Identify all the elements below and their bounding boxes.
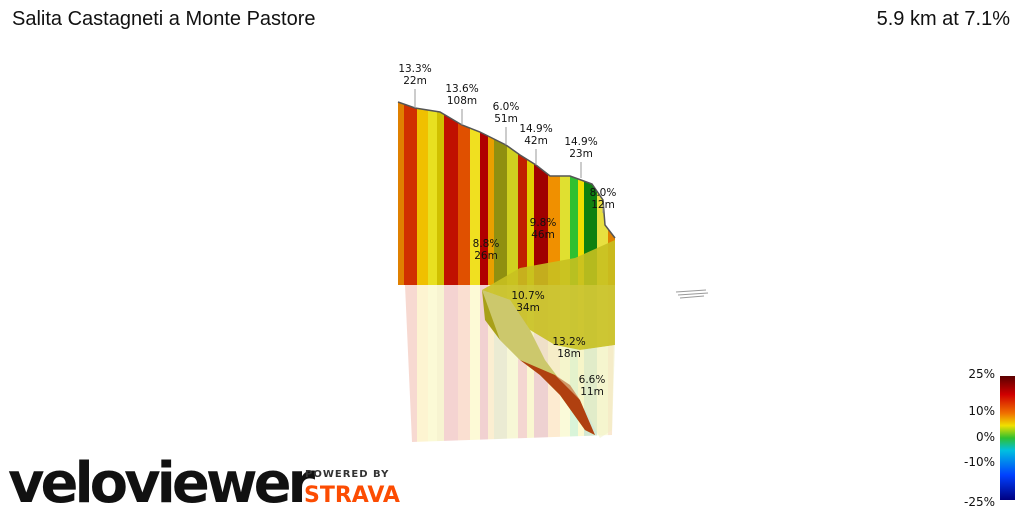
annotation-grade: 8.0%: [590, 187, 617, 199]
annotation-length: 22m: [403, 75, 427, 87]
annotation-grade: 13.2%: [552, 336, 585, 348]
stripe: [488, 102, 494, 285]
stripe: [470, 102, 480, 285]
annotation-length: 34m: [516, 302, 540, 314]
legend-tick: 25%: [968, 367, 995, 381]
stripe: [458, 285, 470, 442]
stripe: [494, 102, 507, 285]
legend-tick: 10%: [968, 404, 995, 418]
annotation-length: 46m: [531, 229, 555, 241]
stripe: [398, 285, 404, 445]
stripe: [428, 102, 437, 285]
annotation-length: 11m: [580, 386, 604, 398]
annotation-length: 108m: [447, 95, 477, 107]
stripe: [417, 102, 428, 285]
stripe: [527, 102, 534, 285]
annotation-grade: 14.9%: [519, 123, 552, 135]
stripe: [578, 102, 584, 285]
annotation-grade: 13.6%: [445, 83, 478, 95]
annotation-grade: 6.0%: [493, 101, 520, 113]
legend-tick: 0%: [976, 430, 995, 444]
stripe: [444, 285, 458, 442]
stripe: [518, 102, 527, 285]
stripe: [480, 285, 488, 442]
stripe: [437, 102, 444, 285]
annotation-length: 23m: [569, 148, 593, 160]
stripe: [437, 285, 444, 442]
annotation-length: 26m: [474, 250, 498, 262]
annotation-length: 51m: [494, 113, 518, 125]
stripe: [398, 102, 404, 285]
stripe: [488, 285, 494, 442]
stripe: [428, 285, 437, 442]
stripe: [458, 102, 470, 285]
legend-tick: -25%: [964, 495, 995, 509]
stripe: [518, 285, 527, 442]
stripe: [570, 102, 578, 285]
powered-by: POWERED BY: [305, 469, 389, 480]
stripe: [507, 285, 518, 442]
stripe: [560, 102, 570, 285]
annotation-length: 18m: [557, 348, 581, 360]
stripe: [444, 102, 458, 285]
annotation-grade: 14.9%: [564, 136, 597, 148]
annotation-length: 12m: [591, 199, 615, 211]
stripe: [480, 102, 488, 285]
annotation-grade: 6.6%: [579, 374, 606, 386]
annotation-grade: 8.8%: [473, 238, 500, 250]
annotation-grade: 9.8%: [530, 217, 557, 229]
stripe: [470, 285, 480, 442]
title: Salita Castagneti a Monte Pastore: [12, 8, 316, 30]
legend-bar: [1000, 376, 1015, 500]
legend-tick: -10%: [964, 455, 995, 469]
annotation-grade: 13.3%: [398, 63, 431, 75]
strava: STRAVA: [304, 483, 400, 508]
stripe: [417, 285, 428, 442]
stripe: [507, 102, 518, 285]
stripe: [404, 102, 417, 285]
stripe: [405, 285, 417, 442]
annotation-length: 42m: [524, 135, 548, 147]
logo: veloviewer: [8, 451, 316, 512]
summary: 5.9 km at 7.1%: [876, 8, 1010, 30]
annotation-grade: 10.7%: [511, 290, 544, 302]
